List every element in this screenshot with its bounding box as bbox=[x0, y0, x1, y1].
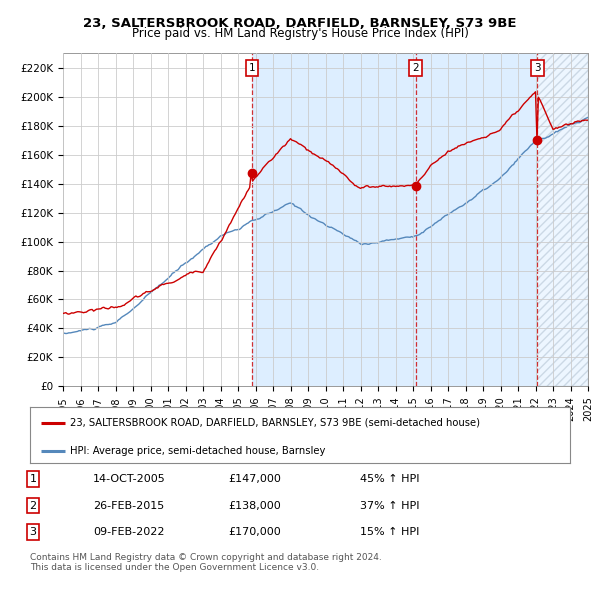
Text: 15% ↑ HPI: 15% ↑ HPI bbox=[360, 527, 419, 537]
Text: 3: 3 bbox=[29, 527, 37, 537]
Bar bbox=[416, 53, 538, 386]
Text: 2: 2 bbox=[29, 501, 37, 510]
Bar bbox=[252, 53, 416, 386]
Text: 2: 2 bbox=[412, 63, 419, 73]
Text: This data is licensed under the Open Government Licence v3.0.: This data is licensed under the Open Gov… bbox=[30, 563, 319, 572]
Text: 23, SALTERSBROOK ROAD, DARFIELD, BARNSLEY, S73 9BE: 23, SALTERSBROOK ROAD, DARFIELD, BARNSLE… bbox=[83, 17, 517, 30]
Text: 09-FEB-2022: 09-FEB-2022 bbox=[93, 527, 164, 537]
Text: HPI: Average price, semi-detached house, Barnsley: HPI: Average price, semi-detached house,… bbox=[71, 446, 326, 456]
Text: 26-FEB-2015: 26-FEB-2015 bbox=[93, 501, 164, 510]
Text: £170,000: £170,000 bbox=[228, 527, 281, 537]
Text: 1: 1 bbox=[248, 63, 255, 73]
Bar bbox=[538, 53, 588, 386]
Text: 23, SALTERSBROOK ROAD, DARFIELD, BARNSLEY, S73 9BE (semi-detached house): 23, SALTERSBROOK ROAD, DARFIELD, BARNSLE… bbox=[71, 418, 481, 428]
Text: 3: 3 bbox=[534, 63, 541, 73]
Text: Price paid vs. HM Land Registry's House Price Index (HPI): Price paid vs. HM Land Registry's House … bbox=[131, 27, 469, 40]
Text: 37% ↑ HPI: 37% ↑ HPI bbox=[360, 501, 419, 510]
Text: 45% ↑ HPI: 45% ↑ HPI bbox=[360, 474, 419, 484]
Text: 1: 1 bbox=[29, 474, 37, 484]
Text: 14-OCT-2005: 14-OCT-2005 bbox=[93, 474, 166, 484]
Text: £147,000: £147,000 bbox=[228, 474, 281, 484]
Text: Contains HM Land Registry data © Crown copyright and database right 2024.: Contains HM Land Registry data © Crown c… bbox=[30, 553, 382, 562]
Text: £138,000: £138,000 bbox=[228, 501, 281, 510]
